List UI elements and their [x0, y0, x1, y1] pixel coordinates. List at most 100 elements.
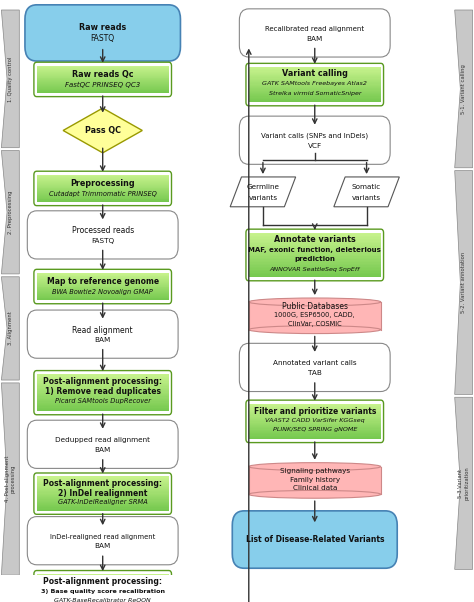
Bar: [249, 243, 381, 244]
Bar: [249, 240, 381, 241]
Bar: [36, 489, 169, 490]
Bar: [36, 388, 169, 389]
Bar: [36, 486, 169, 487]
Text: GATK-BaseRecalibrator ReQON: GATK-BaseRecalibrator ReQON: [55, 598, 151, 602]
Bar: [249, 433, 381, 435]
Bar: [36, 399, 169, 400]
Bar: [249, 418, 381, 419]
Bar: [36, 487, 169, 488]
Bar: [249, 432, 381, 433]
Bar: [36, 589, 169, 590]
Bar: [249, 80, 381, 81]
Bar: [36, 391, 169, 393]
Bar: [36, 178, 169, 179]
Bar: [249, 75, 381, 76]
Bar: [249, 267, 381, 268]
Bar: [36, 588, 169, 589]
Bar: [36, 600, 169, 601]
Bar: [36, 78, 169, 79]
Bar: [249, 82, 381, 84]
Bar: [36, 176, 169, 178]
Bar: [249, 268, 381, 270]
Text: Cutadapt Trimmomatic PRINSEQ: Cutadapt Trimmomatic PRINSEQ: [49, 191, 156, 197]
Text: Variant calls (SNPs and InDels): Variant calls (SNPs and InDels): [261, 133, 368, 140]
Bar: [36, 84, 169, 85]
Bar: [36, 579, 169, 580]
Bar: [249, 246, 381, 247]
Bar: [249, 253, 381, 255]
Text: Somatic: Somatic: [352, 184, 381, 190]
Bar: [249, 78, 381, 79]
Bar: [36, 66, 169, 67]
Text: Raw reads Qc: Raw reads Qc: [72, 70, 134, 79]
Bar: [36, 398, 169, 399]
Bar: [249, 262, 381, 264]
Bar: [36, 181, 169, 182]
Bar: [36, 485, 169, 486]
Bar: [36, 481, 169, 482]
Ellipse shape: [249, 298, 381, 306]
Text: Germline: Germline: [246, 184, 279, 190]
Bar: [36, 183, 169, 184]
Bar: [249, 425, 381, 426]
Bar: [36, 180, 169, 181]
Text: PLINK/SEQ SPRING gNOME: PLINK/SEQ SPRING gNOME: [273, 427, 357, 432]
Bar: [36, 382, 169, 383]
FancyBboxPatch shape: [239, 116, 390, 164]
Bar: [36, 83, 169, 84]
Bar: [36, 69, 169, 70]
Text: Public Databases: Public Databases: [282, 302, 348, 311]
Bar: [249, 270, 381, 272]
Bar: [36, 276, 169, 278]
Text: Processed reads: Processed reads: [72, 226, 134, 235]
Bar: [249, 420, 381, 421]
Polygon shape: [63, 108, 142, 153]
Text: Raw reads: Raw reads: [79, 23, 127, 32]
Bar: [36, 197, 169, 199]
Bar: [36, 498, 169, 500]
Bar: [249, 89, 381, 90]
Bar: [249, 411, 381, 412]
Text: VCF: VCF: [308, 143, 322, 149]
Text: Map to reference genome: Map to reference genome: [46, 277, 159, 286]
Text: Annotate variants: Annotate variants: [274, 235, 356, 244]
FancyBboxPatch shape: [27, 310, 178, 358]
Bar: [36, 377, 169, 379]
Bar: [249, 427, 381, 429]
Bar: [36, 282, 169, 283]
Polygon shape: [455, 397, 473, 569]
Bar: [249, 101, 381, 102]
Bar: [36, 299, 169, 300]
Bar: [36, 81, 169, 82]
Bar: [249, 81, 381, 82]
Text: 2. Preprocessing: 2. Preprocessing: [8, 190, 13, 234]
Bar: [249, 244, 381, 246]
Polygon shape: [1, 10, 19, 147]
Text: GATK-InDelRealigner SRMA: GATK-InDelRealigner SRMA: [58, 499, 147, 505]
Text: TAB: TAB: [308, 370, 322, 376]
Bar: [36, 500, 169, 501]
Bar: [36, 71, 169, 72]
Bar: [249, 405, 381, 406]
Bar: [36, 92, 169, 93]
Bar: [36, 74, 169, 75]
Text: Strelka virmid SomaticSniper: Strelka virmid SomaticSniper: [268, 92, 361, 96]
Bar: [36, 86, 169, 87]
Bar: [36, 403, 169, 404]
Bar: [249, 437, 381, 438]
Text: Signaling pathways: Signaling pathways: [280, 468, 350, 474]
Text: 3. Alignment: 3. Alignment: [8, 311, 13, 346]
Polygon shape: [1, 150, 19, 274]
Bar: [36, 295, 169, 296]
Text: 5-1. Variant calling: 5-1. Variant calling: [461, 64, 466, 114]
Bar: [36, 586, 169, 588]
Bar: [36, 409, 169, 410]
Text: 1) Remove read duplicates: 1) Remove read duplicates: [45, 387, 161, 396]
Bar: [249, 100, 381, 101]
Bar: [36, 297, 169, 299]
FancyBboxPatch shape: [27, 517, 178, 565]
Bar: [249, 276, 381, 278]
Bar: [249, 255, 381, 256]
Bar: [249, 88, 381, 89]
Bar: [249, 247, 381, 249]
